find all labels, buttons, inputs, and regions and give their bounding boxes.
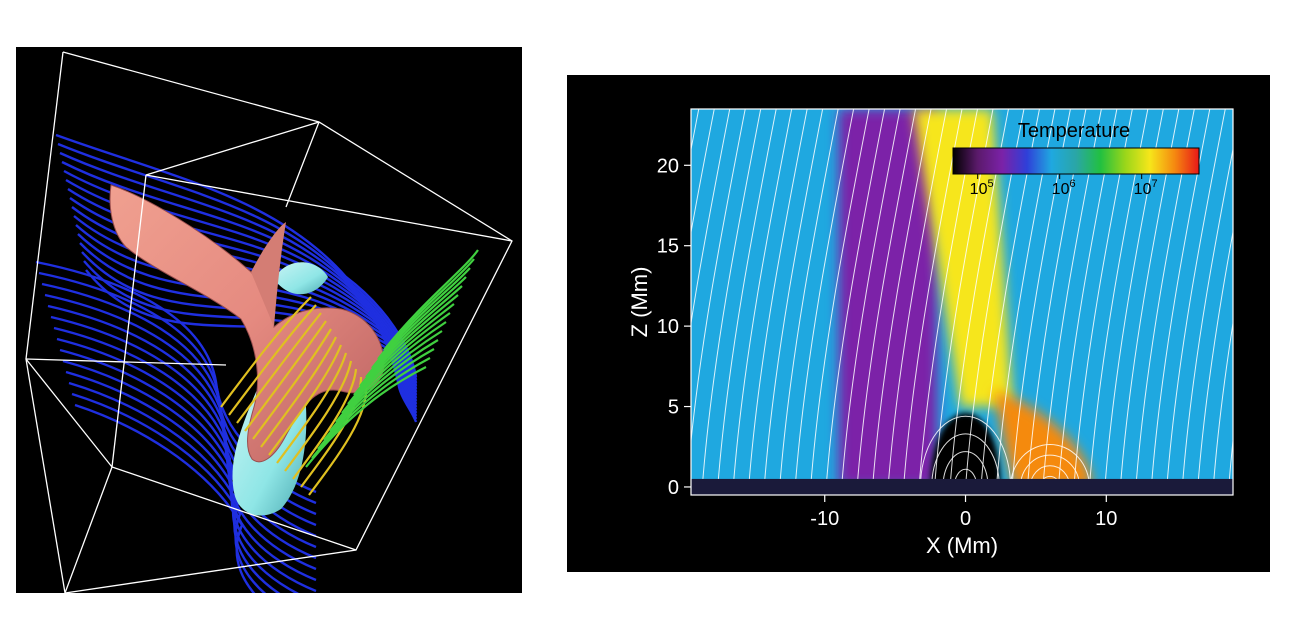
yellow-field-line [228, 304, 317, 416]
closed-loop [1019, 454, 1081, 487]
streamline [763, 109, 824, 487]
blue-field-line [56, 337, 317, 571]
streamline [691, 109, 731, 327]
3d-render-figure [25, 51, 513, 593]
colorbar-title: Temperature [1018, 120, 1130, 142]
yellow-field-line [268, 344, 343, 456]
blue-field-line [71, 392, 267, 593]
yellow-field-line [244, 320, 327, 432]
bounding-box-wireframe [25, 51, 513, 593]
closed-loop [931, 433, 1000, 487]
x-axis-title: X (Mm) [926, 533, 998, 558]
streamline [779, 109, 839, 487]
yellow-field-line [260, 336, 337, 448]
y-tick-label: 0 [668, 477, 679, 499]
green-field-lines [305, 249, 479, 468]
y-tick-label: 15 [657, 236, 679, 258]
green-field-line [335, 321, 447, 423]
temperature-plot-panel: -10 0 10 0 5 10 15 20 X (Mm) Z (Mm) Temperatur… [567, 75, 1270, 572]
closed-loop [1029, 465, 1071, 487]
streamline [1228, 436, 1233, 487]
green-field-line [329, 330, 443, 432]
streamline [1212, 319, 1233, 487]
y-tick-label: 20 [657, 155, 679, 177]
blue-field-line [59, 151, 418, 384]
streamline [825, 109, 886, 487]
temperature-chart: -10 0 10 0 5 10 15 20 X (Mm) Z (Mm) Temperatur… [567, 101, 1270, 558]
streamline [810, 109, 870, 487]
streamline [1166, 109, 1226, 487]
green-field-line [317, 348, 435, 450]
x-axis-ticks: -10 0 10 [810, 495, 1117, 530]
colorbar-bar [952, 147, 1200, 175]
yellow-field-line [236, 312, 322, 424]
streamline [794, 109, 855, 487]
streamline [691, 109, 715, 235]
green-field-line [311, 357, 431, 459]
yellow-field-line [252, 328, 332, 440]
streamline [567, 101, 623, 487]
dense-dome-region [930, 413, 1001, 487]
streamline [1260, 101, 1270, 487]
yellow-field-line [220, 296, 312, 408]
blue-field-line [53, 326, 317, 560]
plot-frame [690, 108, 1234, 496]
streamline [856, 109, 917, 487]
streamline [1150, 109, 1211, 487]
streamline [1197, 228, 1233, 487]
hot-loop-region [993, 390, 1093, 487]
blue-field-line [74, 403, 256, 593]
colorbar-tick-label: 105 [970, 178, 994, 198]
closed-loop [942, 451, 989, 487]
colorbar-tick-label: 106 [1052, 178, 1076, 198]
colorbar-tick-label: 107 [1134, 178, 1158, 198]
x-tick-label: 10 [1095, 508, 1117, 530]
closed-loop [919, 415, 1012, 487]
yellow-field-line [292, 368, 358, 480]
green-field-line [347, 303, 455, 405]
y-tick-label: 5 [668, 397, 679, 419]
closed-loop [1010, 444, 1090, 487]
streamline [567, 101, 607, 487]
streamline [841, 109, 901, 487]
yellow-field-line [276, 352, 348, 464]
green-field-line [371, 267, 471, 369]
green-field-line [323, 339, 439, 441]
yellow-field-line [284, 360, 353, 472]
streamline [1181, 146, 1233, 487]
colorbar-legend: Temperature 105 106 107 [952, 120, 1200, 198]
green-field-line [353, 294, 459, 396]
y-axis-ticks: 0 5 10 15 20 [657, 155, 691, 499]
green-field-line [377, 258, 475, 360]
streamline [701, 109, 762, 487]
y-tick-label: 10 [657, 316, 679, 338]
3d-render-panel [16, 47, 522, 593]
streamline [887, 109, 948, 487]
streamline [567, 101, 592, 487]
green-field-line [359, 285, 463, 387]
y-axis-title: Z (Mm) [627, 267, 652, 338]
x-tick-label: 0 [960, 508, 971, 530]
surface-band [691, 478, 1233, 495]
green-field-line [341, 312, 451, 414]
green-field-line [305, 366, 427, 468]
streamline [1244, 101, 1270, 487]
colorbar-ticks: 105 106 107 [970, 174, 1158, 198]
x-tick-label: -10 [810, 508, 839, 530]
streamline [732, 109, 793, 487]
hot-jet-region [913, 109, 1013, 407]
streamline [872, 109, 932, 487]
streamline [717, 109, 777, 487]
streamline [567, 101, 576, 487]
green-field-line [383, 249, 479, 351]
green-field-line [365, 276, 467, 378]
streamline [748, 109, 808, 487]
